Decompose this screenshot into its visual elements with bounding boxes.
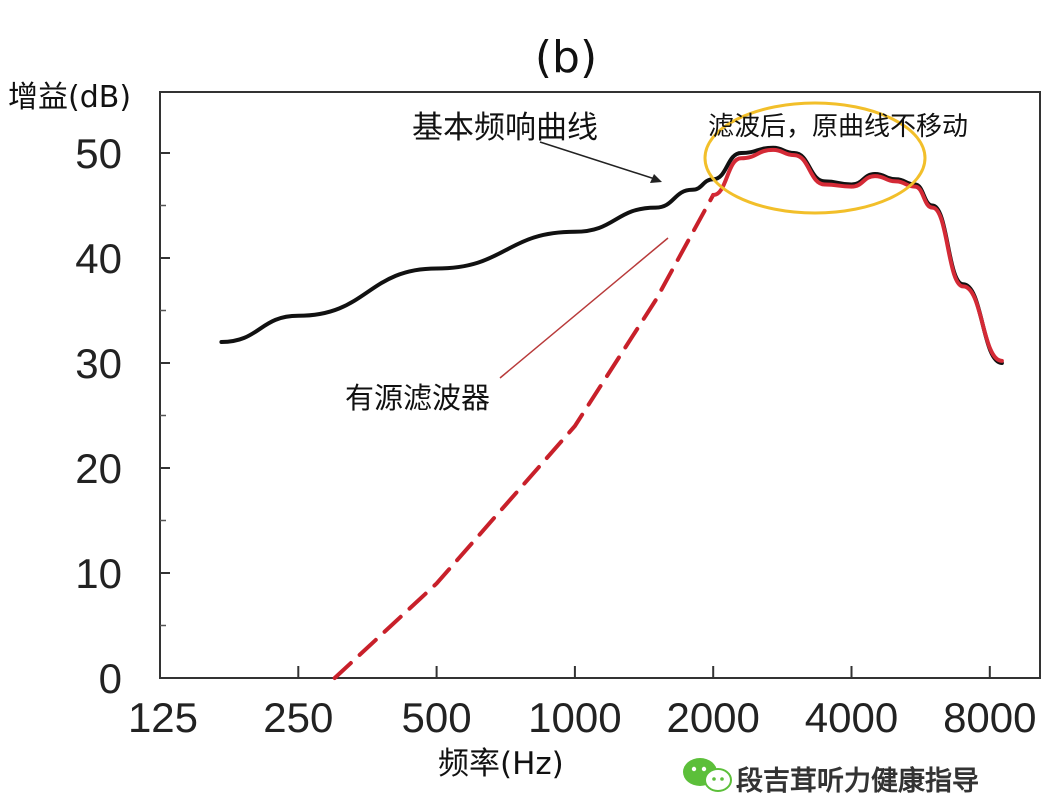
annotation-arrowhead-basic [650,174,662,183]
y-tick-label: 10 [75,550,122,597]
annotation-filtered: 滤波后，原曲线不移动 [708,112,968,142]
y-tick-label: 40 [75,235,122,282]
watermark-text: 段吉茸听力健康指导 [736,765,979,797]
x-tick-label: 125 [128,694,198,741]
annotation-active-filter: 有源滤波器 [345,381,490,415]
y-tick-label: 30 [75,340,122,387]
y-tick-label: 50 [75,130,122,177]
x-tick-label: 250 [263,694,333,741]
plot-frame [159,91,1041,679]
y-axis-label: 增益(dB) [8,80,131,115]
x-tick-label: 1000 [528,694,621,741]
series-line-3 [711,147,1004,363]
annotation-basic-curve: 基本频响曲线 [412,110,598,146]
x-tick-label: 4000 [805,694,898,741]
x-axis-label: 频率(Hz) [438,746,564,782]
y-tick-label: 0 [99,655,122,702]
y-tick-label: 20 [75,445,122,492]
series-line-2 [332,193,716,680]
annotation-arrow-filter [499,237,669,379]
x-tick-label: 500 [402,694,472,741]
annotation-arrow-basic [539,141,659,181]
watermark: 段吉茸听力健康指导 [683,758,979,797]
x-tick-label: 2000 [666,694,759,741]
wechat-icon [683,758,732,792]
highlight-ellipse [703,101,927,215]
x-tick-label: 8000 [943,694,1036,741]
chart-title: (b) [535,32,597,83]
